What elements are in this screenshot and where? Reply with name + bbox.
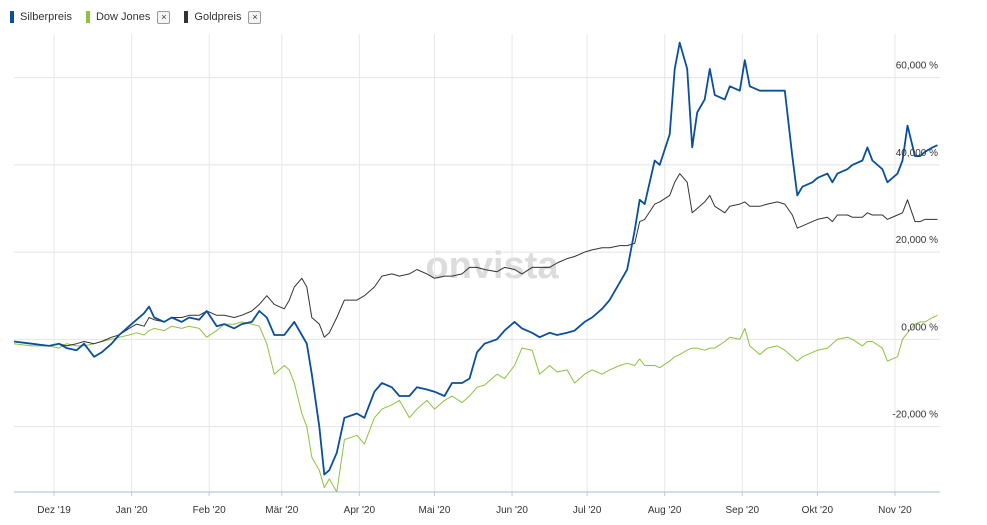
y-tick-label: 40,000 % <box>896 148 938 159</box>
chart-grid <box>14 34 940 492</box>
x-tick-label: Okt '20 <box>802 505 834 516</box>
y-tick-label: 0,000 % <box>901 322 938 333</box>
remove-goldpreis-close-icon[interactable]: × <box>248 10 262 24</box>
remove-dow-jones-close-icon[interactable]: × <box>157 10 171 24</box>
x-tick-label: Mai '20 <box>418 505 450 516</box>
legend-swatch-goldpreis <box>184 11 189 23</box>
x-tick-label: Jan '20 <box>116 505 148 516</box>
chart-legend: Silberpreis Dow Jones × Goldpreis × <box>10 8 275 26</box>
series-line-silberpreis <box>13 41 938 476</box>
x-tick-label: Feb '20 <box>193 505 226 516</box>
legend-swatch-silberpreis <box>10 11 14 23</box>
x-tick-label: Aug '20 <box>648 505 682 516</box>
chart-series <box>13 41 938 493</box>
legend-label-dow-jones: Dow Jones <box>95 11 151 23</box>
legend-swatch-dow-jones <box>85 11 90 23</box>
y-tick-label: 60,000 % <box>896 61 938 72</box>
x-tick-label: Sep '20 <box>725 505 759 516</box>
x-tick-label: Jun '20 <box>496 505 528 516</box>
series-line-goldpreis <box>13 173 938 347</box>
legend-label-silberpreis: Silberpreis <box>20 11 72 23</box>
chart-axes: -20,000 % 0,000 % 20,000 % 40,000 % 60,000 %… <box>14 61 940 516</box>
legend-item-dow-jones[interactable]: Dow Jones × <box>85 10 171 24</box>
y-tick-label: -20,000 % <box>892 410 938 421</box>
onvista-watermark: onvista <box>425 245 559 287</box>
x-tick-label: Apr '20 <box>344 505 376 516</box>
x-tick-label: Dez '19 <box>37 505 71 516</box>
x-tick-label: Jul '20 <box>573 505 602 516</box>
series-line-dow-jones <box>13 314 938 493</box>
legend-label-goldpreis: Goldpreis <box>194 11 242 23</box>
y-tick-label: 20,000 % <box>896 235 938 246</box>
legend-item-silberpreis[interactable]: Silberpreis <box>10 11 72 23</box>
legend-item-goldpreis[interactable]: Goldpreis × <box>184 10 262 24</box>
x-tick-label: Nov '20 <box>878 505 912 516</box>
x-tick-label: Mär '20 <box>265 505 298 516</box>
